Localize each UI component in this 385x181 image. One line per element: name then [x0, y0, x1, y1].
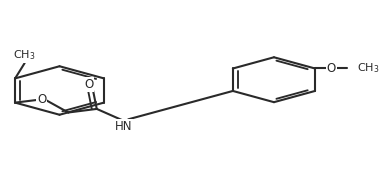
Text: CH$_3$: CH$_3$	[13, 49, 36, 62]
Text: CH$_3$: CH$_3$	[357, 62, 379, 75]
Text: HN: HN	[115, 120, 132, 133]
Text: O: O	[37, 93, 46, 106]
Text: O: O	[84, 78, 94, 91]
Text: O: O	[327, 62, 336, 75]
